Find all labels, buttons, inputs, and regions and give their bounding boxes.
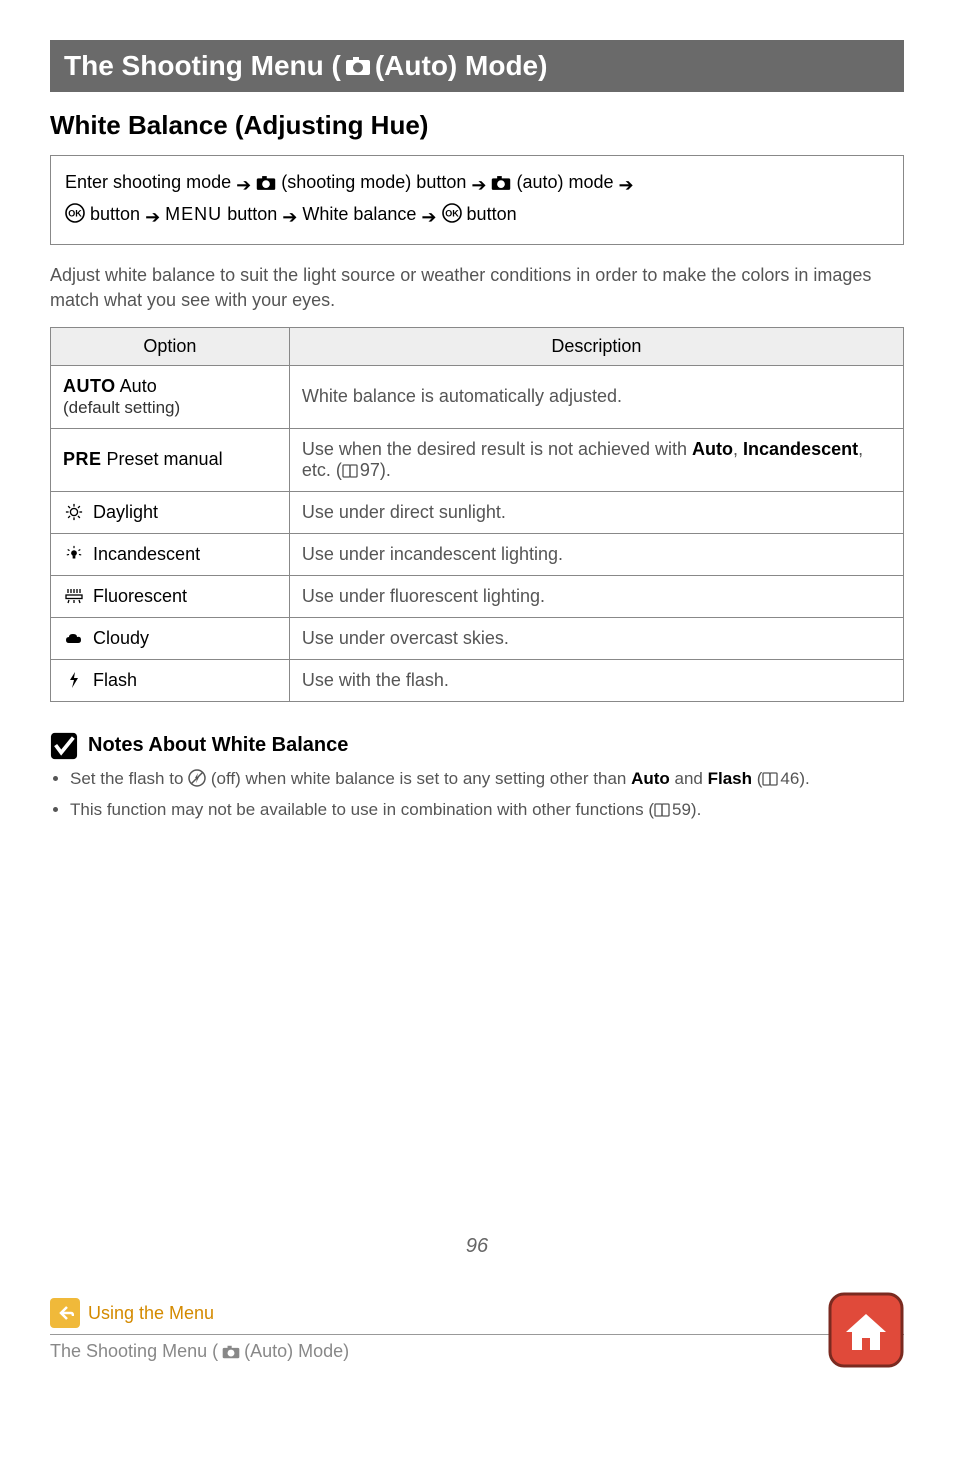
note-text: (off) when white balance is set to any s… — [206, 769, 631, 788]
notes-list: Set the flash to (off) when white balanc… — [50, 766, 904, 823]
arrow-right-icon: ➔ — [471, 171, 486, 200]
title-post: (Auto) Mode) — [375, 50, 548, 82]
flash-icon — [63, 671, 85, 689]
option-name: Fluorescent — [88, 586, 187, 606]
page-ref-icon[interactable] — [342, 464, 360, 478]
option-description: Use with the flash. — [289, 659, 903, 701]
nav-text: White balance — [302, 204, 421, 224]
nav-text: button — [227, 204, 282, 224]
list-item: Set the flash to (off) when white balanc… — [70, 766, 904, 792]
footer-divider — [50, 1334, 904, 1335]
camera-icon — [256, 175, 276, 191]
table-row: Flash Use with the flash. — [51, 659, 904, 701]
option-description: White balance is automatically adjusted. — [289, 365, 903, 428]
arrow-right-icon: ➔ — [236, 171, 251, 200]
notes-check-icon — [50, 732, 78, 760]
table-row: Fluorescent Use under fluorescent lighti… — [51, 575, 904, 617]
menu-label: MENU — [165, 204, 222, 224]
camera-icon — [345, 56, 371, 76]
table-header-description: Description — [289, 327, 903, 365]
notes-heading-text: Notes About White Balance — [88, 734, 348, 757]
camera-icon — [222, 1345, 240, 1359]
option-name: Cloudy — [88, 628, 149, 648]
page-ref-icon[interactable] — [762, 772, 780, 786]
bulb-icon — [63, 545, 85, 563]
page-number: 96 — [0, 1235, 954, 1258]
nav-text: button — [467, 204, 517, 224]
nav-text: (auto) mode — [516, 172, 618, 192]
notes-heading: Notes About White Balance — [50, 732, 904, 760]
table-row: Incandescent Use under incandescent ligh… — [51, 533, 904, 575]
option-name: Daylight — [88, 502, 158, 522]
navigation-path-box: Enter shooting mode ➔ (shooting mode) bu… — [50, 155, 904, 245]
arrow-right-icon: ➔ — [619, 171, 634, 200]
desc-bold: Auto — [692, 439, 733, 459]
section-heading: White Balance (Adjusting Hue) — [50, 110, 904, 141]
back-button[interactable] — [50, 1298, 80, 1328]
ok-button-icon: OK — [65, 203, 85, 223]
option-description: Use under fluorescent lighting. — [289, 575, 903, 617]
option-name: Flash — [88, 670, 137, 690]
footer: Using the Menu The Shooting Menu ( (Auto… — [50, 1298, 904, 1362]
option-subtext: (default setting) — [63, 398, 180, 417]
svg-text:OK: OK — [68, 208, 82, 218]
desc-text: , — [733, 439, 743, 459]
intro-paragraph: Adjust white balance to suit the light s… — [50, 263, 904, 313]
table-row: Daylight Use under direct sunlight. — [51, 491, 904, 533]
desc-bold: Incandescent — [743, 439, 858, 459]
nav-text: (shooting mode) button — [281, 172, 471, 192]
ok-button-icon: OK — [442, 203, 462, 223]
options-table: Option Description AUTO Auto (default se… — [50, 327, 904, 702]
home-button[interactable] — [828, 1292, 904, 1368]
list-item: This function may not be available to us… — [70, 797, 904, 823]
option-name: Incandescent — [88, 544, 200, 564]
table-header-option: Option — [51, 327, 290, 365]
note-bold: Auto — [631, 769, 670, 788]
cloud-icon — [63, 631, 85, 647]
breadcrumb-link[interactable]: Using the Menu — [88, 1303, 214, 1324]
note-ref[interactable]: 59). — [672, 800, 701, 819]
arrow-right-icon: ➔ — [145, 203, 160, 232]
option-name: Preset manual — [102, 449, 223, 469]
desc-text: Use when the desired result is not achie… — [302, 439, 692, 459]
arrow-right-icon: ➔ — [421, 203, 436, 232]
option-description: Use under direct sunlight. — [289, 491, 903, 533]
option-name: Auto — [116, 376, 157, 396]
footer-sub-text: (Auto) Mode) — [244, 1341, 349, 1362]
sun-icon — [63, 503, 85, 521]
table-row: Cloudy Use under overcast skies. — [51, 617, 904, 659]
note-text: and — [670, 769, 708, 788]
note-bold: Flash — [708, 769, 752, 788]
note-text: Set the flash to — [70, 769, 188, 788]
footer-sub-text: The Shooting Menu ( — [50, 1341, 218, 1362]
option-description: Use under incandescent lighting. — [289, 533, 903, 575]
camera-icon — [491, 175, 511, 191]
page-title-bar: The Shooting Menu ( (Auto) Mode) — [50, 40, 904, 92]
nav-line-1: Enter shooting mode ➔ (shooting mode) bu… — [65, 168, 889, 200]
fluorescent-icon — [63, 587, 85, 605]
title-pre: The Shooting Menu ( — [64, 50, 341, 82]
desc-ref[interactable]: 97). — [360, 460, 391, 480]
arrow-right-icon: ➔ — [282, 203, 297, 232]
nav-line-2: OK button ➔ MENU button ➔ White balance … — [65, 200, 889, 232]
nav-text: button — [90, 204, 145, 224]
note-text: This function may not be available to us… — [70, 800, 654, 819]
nav-text: Enter shooting mode — [65, 172, 236, 192]
auto-label: AUTO — [63, 376, 116, 396]
svg-text:OK: OK — [445, 208, 459, 218]
option-description: Use under overcast skies. — [289, 617, 903, 659]
page-ref-icon[interactable] — [654, 803, 672, 817]
pre-label: PRE — [63, 449, 102, 469]
flash-off-icon — [188, 769, 206, 787]
table-row: AUTO Auto (default setting) White balanc… — [51, 365, 904, 428]
table-row: PRE Preset manual Use when the desired r… — [51, 428, 904, 491]
note-text: ( — [752, 769, 762, 788]
footer-subtitle: The Shooting Menu ( (Auto) Mode) — [50, 1341, 904, 1362]
note-ref[interactable]: 46). — [780, 769, 809, 788]
